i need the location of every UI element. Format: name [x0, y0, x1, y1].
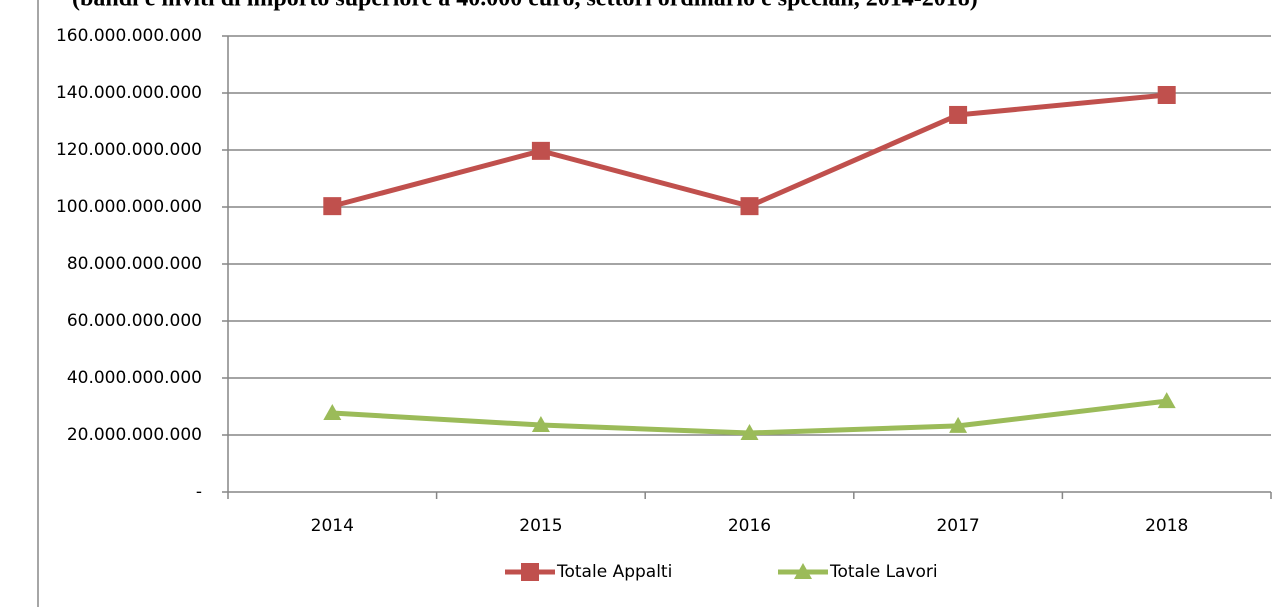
chart-border	[37, 0, 39, 607]
y-tick-label: 120.000.000.000	[56, 140, 202, 160]
marker	[323, 197, 342, 216]
marker	[949, 105, 968, 124]
marker	[531, 141, 550, 160]
y-tick-label: 60.000.000.000	[67, 311, 202, 331]
x-tick-label: 2015	[519, 516, 562, 536]
y-tick-label: -	[196, 482, 202, 502]
y-tick-label: 80.000.000.000	[67, 254, 202, 274]
marker	[794, 563, 812, 579]
marker	[1157, 392, 1176, 409]
legend-label: Totale Appalti	[556, 562, 672, 582]
marker	[740, 424, 759, 441]
chart-subtitle: (bandi e inviti di importo superiore a 4…	[72, 0, 978, 12]
marker	[949, 416, 968, 433]
marker	[323, 404, 342, 421]
marker	[740, 197, 759, 216]
x-tick-label: 2016	[728, 516, 771, 536]
x-tick-label: 2018	[1145, 516, 1188, 536]
marker	[531, 416, 550, 433]
y-tick-label: 20.000.000.000	[67, 425, 202, 445]
x-tick-label: 2014	[311, 516, 354, 536]
y-tick-label: 100.000.000.000	[56, 197, 202, 217]
y-tick-label: 40.000.000.000	[67, 368, 202, 388]
x-tick-label: 2017	[936, 516, 979, 536]
y-tick-label: 160.000.000.000	[56, 26, 202, 46]
y-tick-label: 140.000.000.000	[56, 83, 202, 103]
marker	[521, 563, 539, 581]
legend-label: Totale Lavori	[829, 562, 938, 582]
marker	[1157, 85, 1176, 104]
